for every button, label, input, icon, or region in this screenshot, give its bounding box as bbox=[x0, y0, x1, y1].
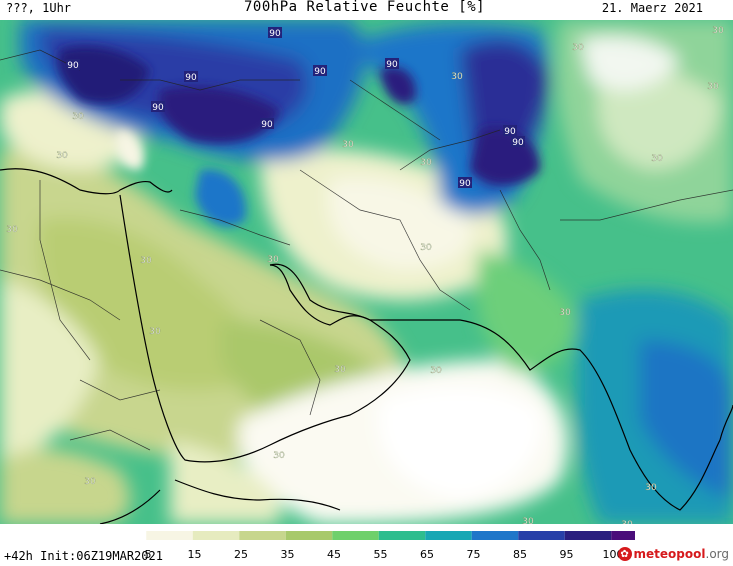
contour-label: 30 bbox=[451, 72, 463, 82]
colorbar-swatch bbox=[239, 531, 286, 540]
contour-label-bg bbox=[503, 125, 517, 136]
contour-label: 90 bbox=[504, 127, 516, 137]
contour-label: 90 bbox=[314, 67, 326, 77]
contour-label: 30 bbox=[651, 154, 663, 164]
colorbar-tick-label: 95 bbox=[559, 548, 574, 561]
colorbar-swatch bbox=[285, 531, 333, 540]
colorbar-swatch bbox=[378, 531, 426, 540]
contour-label: 30 bbox=[273, 451, 285, 461]
colorbar-swatches bbox=[105, 531, 642, 540]
contour-label-bg bbox=[313, 65, 327, 76]
humidity-field bbox=[0, 20, 733, 524]
colorbar-swatch bbox=[471, 531, 519, 540]
contour-label-bg bbox=[66, 59, 80, 70]
colorbar-swatch bbox=[146, 531, 193, 540]
map-footer: 5 15 25 35 45 55 65 75 85 95 100 +42h Init:06Z19MA… bbox=[0, 524, 733, 566]
colorbar-swatch bbox=[611, 531, 642, 540]
logo-sub: pool bbox=[676, 547, 706, 561]
init-label: +42h Init:06Z19MAR2021 bbox=[4, 549, 163, 563]
map-title: 700hPa Relative Feuchte [%] bbox=[244, 0, 486, 15]
colorbar-tick-label: 65 bbox=[420, 548, 434, 561]
contour-label-bg bbox=[268, 27, 282, 38]
colorbar-tick-label: 75 bbox=[466, 548, 481, 561]
contour-label-bg bbox=[260, 118, 274, 129]
contour-label: 30 bbox=[140, 256, 152, 266]
contour-label: 90 bbox=[152, 103, 164, 113]
colorbar-tick-label: 55 bbox=[373, 548, 388, 561]
contour-label-bg bbox=[151, 101, 165, 112]
logo-main: meteo bbox=[633, 547, 677, 561]
colorbar-swatch bbox=[105, 531, 147, 540]
contour-label: 90 bbox=[185, 73, 197, 83]
contour-label: 30 bbox=[712, 26, 724, 36]
contour-label: 30 bbox=[572, 43, 584, 53]
colorbar-swatch bbox=[332, 531, 379, 540]
logo-icon: ✿ bbox=[617, 547, 632, 561]
contour-label: 30 bbox=[267, 255, 279, 265]
contour-label: 30 bbox=[707, 82, 719, 92]
contour-label: 30 bbox=[334, 365, 346, 375]
contour-label: 30 bbox=[56, 151, 68, 161]
colorbar-tick-label: 35 bbox=[280, 548, 295, 561]
contour-label-bg bbox=[385, 58, 399, 69]
contour-label: 90 bbox=[459, 179, 471, 189]
colorbar-swatch bbox=[425, 531, 472, 540]
contour-label: 90 bbox=[512, 138, 524, 148]
meteopool-logo: ✿ meteo pool .org bbox=[617, 546, 730, 562]
contour-label: 30 bbox=[559, 308, 571, 318]
colorbar-swatch bbox=[564, 531, 612, 540]
contour-label: 30 bbox=[420, 243, 432, 253]
contour-label: 30 bbox=[72, 112, 84, 122]
contour-label: 30 bbox=[522, 517, 534, 524]
contour-label: 30 bbox=[342, 140, 354, 150]
valid-date: 21. Maerz 2021 bbox=[601, 1, 703, 15]
map-header: ???, 1Uhr 700hPa Relative Feuchte [%] 21… bbox=[0, 0, 733, 20]
colorbar: 5 15 25 35 45 55 65 75 85 95 100 bbox=[105, 530, 642, 561]
contour-label: 30 bbox=[420, 158, 432, 168]
colorbar-swatch bbox=[192, 531, 240, 540]
contour-label: 90 bbox=[261, 120, 273, 130]
run-label: ???, 1Uhr bbox=[6, 1, 72, 15]
contour-label-bg bbox=[458, 177, 472, 188]
logo-tld: .org bbox=[705, 547, 730, 561]
contour-label: 30 bbox=[430, 366, 442, 376]
contour-label: 90 bbox=[67, 61, 79, 71]
contour-label: 90 bbox=[269, 29, 281, 39]
colorbar-tick-label: 85 bbox=[513, 548, 527, 561]
colorbar-tick-label: 5 bbox=[144, 548, 152, 561]
colorbar-tick-label: 25 bbox=[234, 548, 248, 561]
contour-label: 30 bbox=[645, 483, 657, 493]
contour-label: 30 bbox=[6, 225, 18, 235]
contour-label: 90 bbox=[386, 60, 398, 70]
humidity-map: 90 90 90 90 90 90 90 90 90 90 30 30 30 30 30 30 30 30 30 30… bbox=[0, 20, 733, 530]
colorbar-tick-label: 15 bbox=[187, 548, 202, 561]
contour-label-bg bbox=[184, 71, 198, 82]
coastlines bbox=[0, 168, 733, 525]
colorbar-tick-label: 45 bbox=[327, 548, 341, 561]
contour-label: 30 bbox=[84, 477, 96, 487]
colorbar-swatch bbox=[518, 531, 565, 540]
contour-label: 30 bbox=[149, 327, 161, 337]
contour-label-bg bbox=[511, 136, 525, 147]
